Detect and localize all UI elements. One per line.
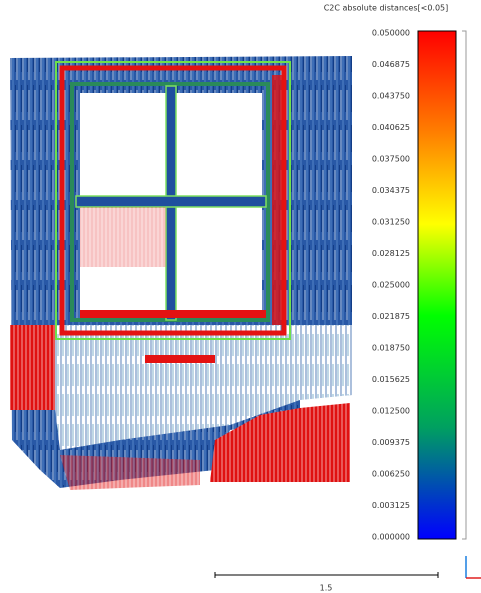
tick-label: 0.028125 <box>372 249 410 258</box>
tick-label: 0.040625 <box>372 123 410 132</box>
tick-label: 0.021875 <box>372 312 410 321</box>
tick-label: 0.034375 <box>372 186 410 195</box>
pane <box>176 93 262 196</box>
tick-label: 0.031250 <box>372 218 410 227</box>
scale-label: 1.5 <box>320 584 333 593</box>
tick-label: 0.037500 <box>372 155 410 164</box>
tick-label: 0.043750 <box>372 92 410 101</box>
tick-label: 0.009375 <box>372 438 410 447</box>
scale-bar: 1.5 <box>214 572 439 593</box>
tick-label: 0.046875 <box>372 60 410 69</box>
tick-label: 0.015625 <box>372 375 410 384</box>
tick-label: 0.050000 <box>372 29 410 38</box>
tick-labels: 0.050000 0.046875 0.043750 0.040625 0.037500… <box>372 29 410 542</box>
pane <box>176 207 262 315</box>
pane <box>80 93 166 196</box>
tick-label: 0.000000 <box>372 533 410 542</box>
red-region <box>10 325 55 410</box>
tick-label: 0.025000 <box>372 281 410 290</box>
color-scale: C2C absolute distances[<0.05] 0.0500000.… <box>324 4 467 542</box>
red-region <box>210 403 350 482</box>
color-bar <box>417 30 457 540</box>
red-region <box>60 455 200 490</box>
lower-wall-points <box>55 325 352 450</box>
tick-label: 0.018750 <box>372 344 410 353</box>
tick-label: 0.006250 <box>372 470 410 479</box>
reflection <box>80 207 166 267</box>
frame <box>55 61 291 340</box>
bracket <box>462 30 467 540</box>
frame-edge <box>272 75 284 325</box>
tick-label: 0.003125 <box>372 501 410 510</box>
sill <box>80 310 266 318</box>
point-cloud <box>10 56 352 490</box>
scale-title: C2C absolute distances[<0.05] <box>324 4 449 13</box>
transom <box>75 195 267 208</box>
ledge <box>145 355 215 363</box>
tick-label: 0.012500 <box>372 407 410 416</box>
axis-icon <box>465 556 481 579</box>
